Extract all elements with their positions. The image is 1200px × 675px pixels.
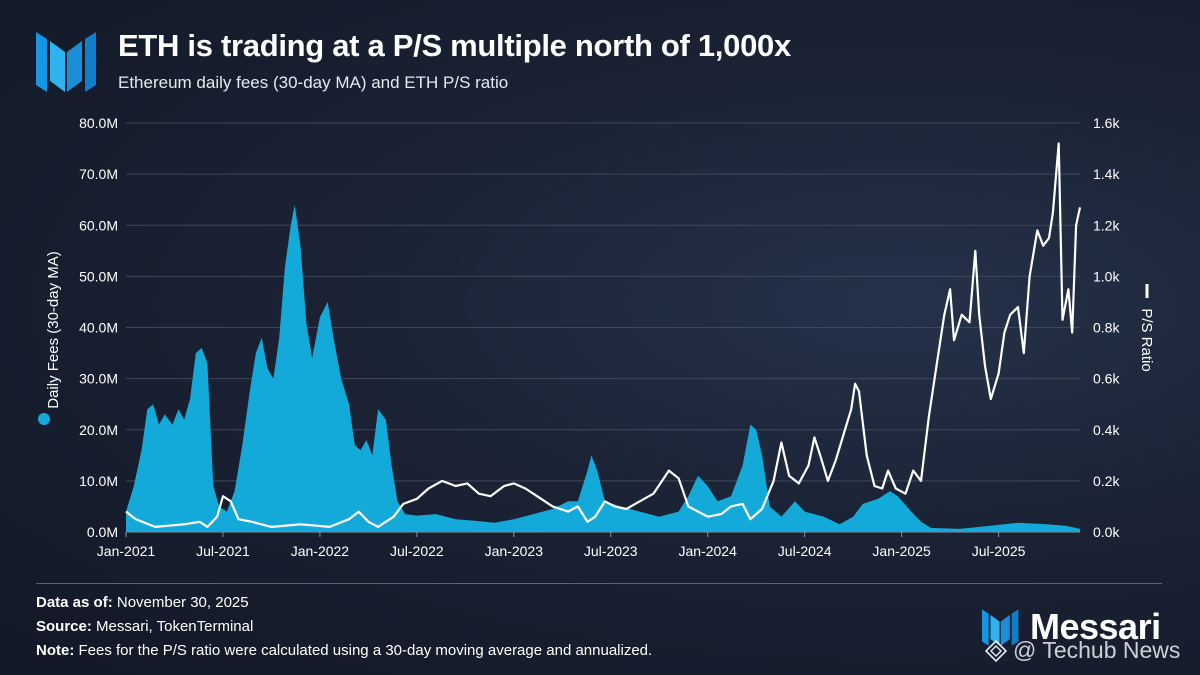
y-axis-right-label: P/S Ratio	[1138, 308, 1155, 371]
x-tick-label: Jan-2023	[485, 543, 544, 559]
y-right-tick-label: 1.0k	[1093, 268, 1120, 284]
y-right-tick-label: 1.4k	[1093, 166, 1120, 182]
y-axis-left-label: Daily Fees (30-day MA)	[45, 251, 62, 409]
y-right-tick-label: 1.6k	[1093, 115, 1120, 131]
x-tick-label: Jan-2025	[872, 543, 931, 559]
brand-messari: Messari	[982, 606, 1161, 648]
y-left-tick-label: 60.0M	[79, 217, 118, 233]
y-left-tick-label: 10.0M	[79, 473, 118, 489]
x-tick-label: Jan-2024	[679, 543, 738, 559]
x-tick-label: Jul-2025	[972, 543, 1026, 559]
legend-fees-swatch	[38, 413, 50, 425]
y-left-tick-label: 80.0M	[79, 115, 118, 131]
chart-title: ETH is trading at a P/S multiple north o…	[118, 28, 791, 63]
y-right-tick-label: 0.0k	[1093, 524, 1120, 540]
chart-subtitle: Ethereum daily fees (30-day MA) and ETH …	[118, 73, 509, 92]
y-right-tick-label: 0.6k	[1093, 371, 1120, 387]
watermark-text: @ Techub News	[1013, 637, 1181, 663]
footer-source: Source: Messari, TokenTerminal	[36, 618, 254, 635]
y-left-tick-label: 70.0M	[79, 166, 118, 182]
fees-area	[126, 204, 1080, 533]
y-left-tick-label: 0.0M	[87, 524, 118, 540]
footer-divider	[36, 583, 1162, 584]
ps-ratio-line	[125, 142, 1082, 528]
y-right-tick-label: 1.2k	[1093, 217, 1120, 233]
techub-diamond-icon	[985, 639, 1007, 662]
x-tick-label: Jul-2023	[584, 543, 638, 559]
brand-name: Messari	[1030, 606, 1161, 647]
x-tick-label: Jul-2024	[778, 543, 832, 559]
footer-data-as-of: Data as of: November 30, 2025	[36, 594, 249, 611]
y-right-tick-label: 0.4k	[1093, 422, 1120, 438]
messari-brand-icon	[982, 609, 1019, 646]
y-left-tick-label: 40.0M	[79, 320, 118, 336]
y-left-tick-label: 50.0M	[79, 268, 118, 284]
footer-note: Note: Fees for the P/S ratio were calcul…	[36, 642, 653, 659]
chart-area: 0.0M 0.0k 10.0M 0.2k 20.0M 0.4k 30.0M 0.6k 40.0M…	[38, 115, 1155, 559]
y-left-tick-label: 20.0M	[79, 422, 118, 438]
y-left-tick-label: 30.0M	[79, 371, 118, 387]
x-tick-label: Jul-2021	[196, 543, 250, 559]
x-tick-label: Jul-2022	[390, 543, 444, 559]
messari-logo-icon	[36, 32, 96, 92]
x-tick-label: Jan-2022	[291, 543, 350, 559]
watermark: @ Techub News	[985, 637, 1180, 664]
y-right-tick-label: 0.2k	[1093, 473, 1120, 489]
y-right-tick-label: 0.8k	[1093, 320, 1120, 336]
x-tick-label: Jan-2021	[97, 543, 156, 559]
